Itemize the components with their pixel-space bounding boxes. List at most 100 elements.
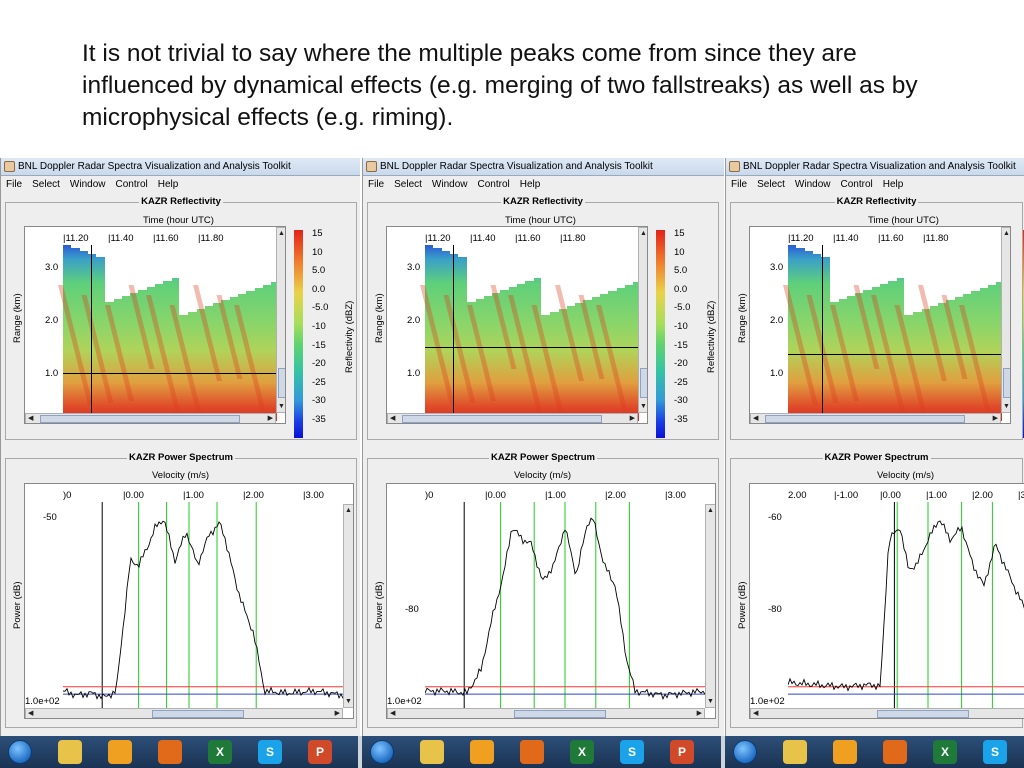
spectrum-vscroll[interactable]: ▲ ▼ bbox=[343, 504, 353, 708]
spectrum-ylabel: Power (dB) bbox=[374, 581, 385, 629]
app-icon bbox=[366, 161, 377, 172]
spectrum-hscroll[interactable]: ◀▶ bbox=[750, 708, 1024, 718]
spectrum-xtick: 2.00 bbox=[788, 490, 807, 501]
reflectivity-xtick: |11.80 bbox=[198, 233, 224, 244]
reflectivity-hscroll[interactable]: ◀ ▶ bbox=[750, 413, 1001, 423]
reflectivity-hscroll[interactable]: ◀ ▶ bbox=[25, 413, 276, 423]
spectrum-plot[interactable]: )0 |0.00 |1.00 |2.00 |3.00 -80 1.0e+02 ▲ ▼ ◀ ▶ bbox=[386, 483, 716, 719]
spectrum-ylabel: Power (dB) bbox=[12, 581, 23, 629]
reflectivity-vscroll[interactable]: ▲ ▼ bbox=[276, 227, 285, 413]
reflectivity-ytick: 1.0 bbox=[770, 368, 784, 379]
hscroll-thumb[interactable] bbox=[40, 415, 240, 423]
skype-taskbar-icon[interactable]: S bbox=[258, 740, 282, 764]
colorbar-tick: -30 bbox=[674, 395, 688, 407]
vscroll-thumb[interactable] bbox=[1003, 368, 1010, 398]
excel-taskbar-icon[interactable]: X bbox=[570, 740, 594, 764]
hscroll-thumb[interactable] bbox=[514, 710, 606, 718]
power-spectrum-line bbox=[425, 517, 705, 701]
reflectivity-plot[interactable]: |11.20 |11.40 |11.60 |11.80 3.0 2.0 1.0 ▲ ▼ ◀ ▶ bbox=[386, 226, 648, 424]
menubar: File Select Window Control Help bbox=[1, 176, 360, 194]
powerpoint-taskbar-icon[interactable]: P bbox=[670, 740, 694, 764]
firefox-taskbar-icon[interactable] bbox=[883, 740, 907, 764]
colorbar-tick: -25 bbox=[674, 376, 688, 388]
reflectivity-hscroll[interactable]: ◀ ▶ bbox=[387, 413, 638, 423]
powerpoint-taskbar-icon[interactable]: P bbox=[308, 740, 332, 764]
menu-item-select[interactable]: Select bbox=[32, 179, 60, 190]
reflectivity-xtick: |11.40 bbox=[108, 233, 134, 244]
hscroll-thumb[interactable] bbox=[877, 710, 969, 718]
colorbar-label: Reflectivity (dBZ) bbox=[344, 300, 355, 373]
window-titlebar[interactable]: BNL Doppler Radar Spectra Visualization … bbox=[726, 158, 1024, 176]
reflectivity-plot[interactable]: |11.20 |11.40 |11.60 |11.80 3.0 2.0 1.0 ▲ ▼ ◀ ▶ bbox=[749, 226, 1011, 424]
media-player-taskbar-icon[interactable] bbox=[108, 740, 132, 764]
skype-taskbar-icon[interactable]: S bbox=[620, 740, 644, 764]
menu-item-select[interactable]: Select bbox=[757, 179, 785, 190]
hscroll-thumb[interactable] bbox=[402, 415, 602, 423]
menu-item-control[interactable]: Control bbox=[840, 179, 873, 190]
menu-item-select[interactable]: Select bbox=[394, 179, 422, 190]
spectrum-xtick: |0.00 bbox=[880, 490, 901, 501]
reflectivity-vscroll[interactable]: ▲ ▼ bbox=[1001, 227, 1010, 413]
app-window-screenshot: BNL Doppler Radar Spectra Visualization … bbox=[362, 158, 724, 768]
reflectivity-ylabel: Range (km) bbox=[374, 293, 385, 343]
menu-item-window[interactable]: Window bbox=[69, 179, 106, 190]
windows-start-taskbar-icon[interactable] bbox=[8, 740, 32, 764]
reflectivity-xtick: |11.20 bbox=[425, 233, 451, 244]
reflectivity-title: KAZR Reflectivity bbox=[834, 196, 919, 207]
spectrum-ytick: 1.0e+02 bbox=[25, 696, 60, 707]
reflectivity-xtick: |11.40 bbox=[470, 233, 496, 244]
menu-item-file[interactable]: File bbox=[6, 179, 23, 190]
file-explorer-taskbar-icon[interactable] bbox=[58, 740, 82, 764]
spectrum-hscroll[interactable]: ◀▶ bbox=[387, 708, 705, 718]
media-player-taskbar-icon[interactable] bbox=[470, 740, 494, 764]
media-player-taskbar-icon[interactable] bbox=[833, 740, 857, 764]
spectrum-panel: KAZR Power Spectrum Velocity (m/s) Power (… bbox=[730, 452, 1024, 728]
reflectivity-vscroll[interactable]: ▲ ▼ bbox=[638, 227, 647, 413]
vscroll-thumb[interactable] bbox=[640, 368, 647, 398]
excel-taskbar-icon[interactable]: X bbox=[933, 740, 957, 764]
firefox-taskbar-icon[interactable] bbox=[520, 740, 544, 764]
spectrum-ylabel: Power (dB) bbox=[737, 581, 748, 629]
spectrum-xtick: |0.00 bbox=[123, 490, 144, 501]
window-titlebar[interactable]: BNL Doppler Radar Spectra Visualization … bbox=[363, 158, 724, 176]
spectrum-curve-area bbox=[425, 502, 705, 712]
crosshair-vertical bbox=[453, 245, 454, 421]
file-explorer-taskbar-icon[interactable] bbox=[420, 740, 444, 764]
skype-taskbar-icon[interactable]: S bbox=[983, 740, 1007, 764]
windows-start-taskbar-icon[interactable] bbox=[733, 740, 757, 764]
reflectivity-plot[interactable]: |11.20 |11.40 |11.60 |11.80 3.0 2.0 1.0 ▲ ▼ ◀ ▶ bbox=[24, 226, 286, 424]
menu-item-file[interactable]: File bbox=[731, 179, 748, 190]
reflectivity-xtick: |11.60 bbox=[153, 233, 179, 244]
window-title: BNL Doppler Radar Spectra Visualization … bbox=[380, 161, 653, 172]
menubar: File Select Window Control Help bbox=[363, 176, 724, 194]
colorbar-tick: -20 bbox=[674, 358, 688, 370]
spectrum-plot[interactable]: 2.00 |-1.00 |0.00 |1.00 |2.00 |3 -60 -80 1.0e+02… bbox=[749, 483, 1024, 719]
menu-item-window[interactable]: Window bbox=[794, 179, 831, 190]
colorbar-tick: -20 bbox=[312, 358, 326, 370]
firefox-taskbar-icon[interactable] bbox=[158, 740, 182, 764]
menu-item-file[interactable]: File bbox=[368, 179, 385, 190]
app-icon bbox=[729, 161, 740, 172]
window-titlebar[interactable]: BNL Doppler Radar Spectra Visualization … bbox=[1, 158, 360, 176]
menu-item-help[interactable]: Help bbox=[157, 179, 179, 190]
spectrum-vscroll[interactable]: ▲ ▼ bbox=[705, 504, 715, 708]
hscroll-thumb[interactable] bbox=[152, 710, 244, 718]
spectrum-hscroll[interactable]: ◀▶ bbox=[25, 708, 343, 718]
reflectivity-panel: KAZR Reflectivity Time (hour UTC) Range (k… bbox=[5, 196, 357, 440]
reflectivity-ytick: 2.0 bbox=[407, 315, 421, 326]
windows-start-taskbar-icon[interactable] bbox=[370, 740, 394, 764]
spectrum-title: KAZR Power Spectrum bbox=[127, 452, 235, 463]
menu-item-control[interactable]: Control bbox=[477, 179, 510, 190]
hscroll-thumb[interactable] bbox=[765, 415, 965, 423]
menu-item-help[interactable]: Help bbox=[882, 179, 904, 190]
file-explorer-taskbar-icon[interactable] bbox=[783, 740, 807, 764]
menu-item-window[interactable]: Window bbox=[431, 179, 468, 190]
reflectivity-xtick: |11.80 bbox=[560, 233, 586, 244]
spectrum-plot[interactable]: )0 |0.00 |1.00 |2.00 |3.00 -50 1.0e+02 ▲ ▼ ◀ ▶ bbox=[24, 483, 354, 719]
menu-item-help[interactable]: Help bbox=[519, 179, 541, 190]
vscroll-thumb[interactable] bbox=[278, 368, 285, 398]
colorbar-tick: -10 bbox=[312, 321, 326, 332]
menu-item-control[interactable]: Control bbox=[115, 179, 148, 190]
excel-taskbar-icon[interactable]: X bbox=[208, 740, 232, 764]
